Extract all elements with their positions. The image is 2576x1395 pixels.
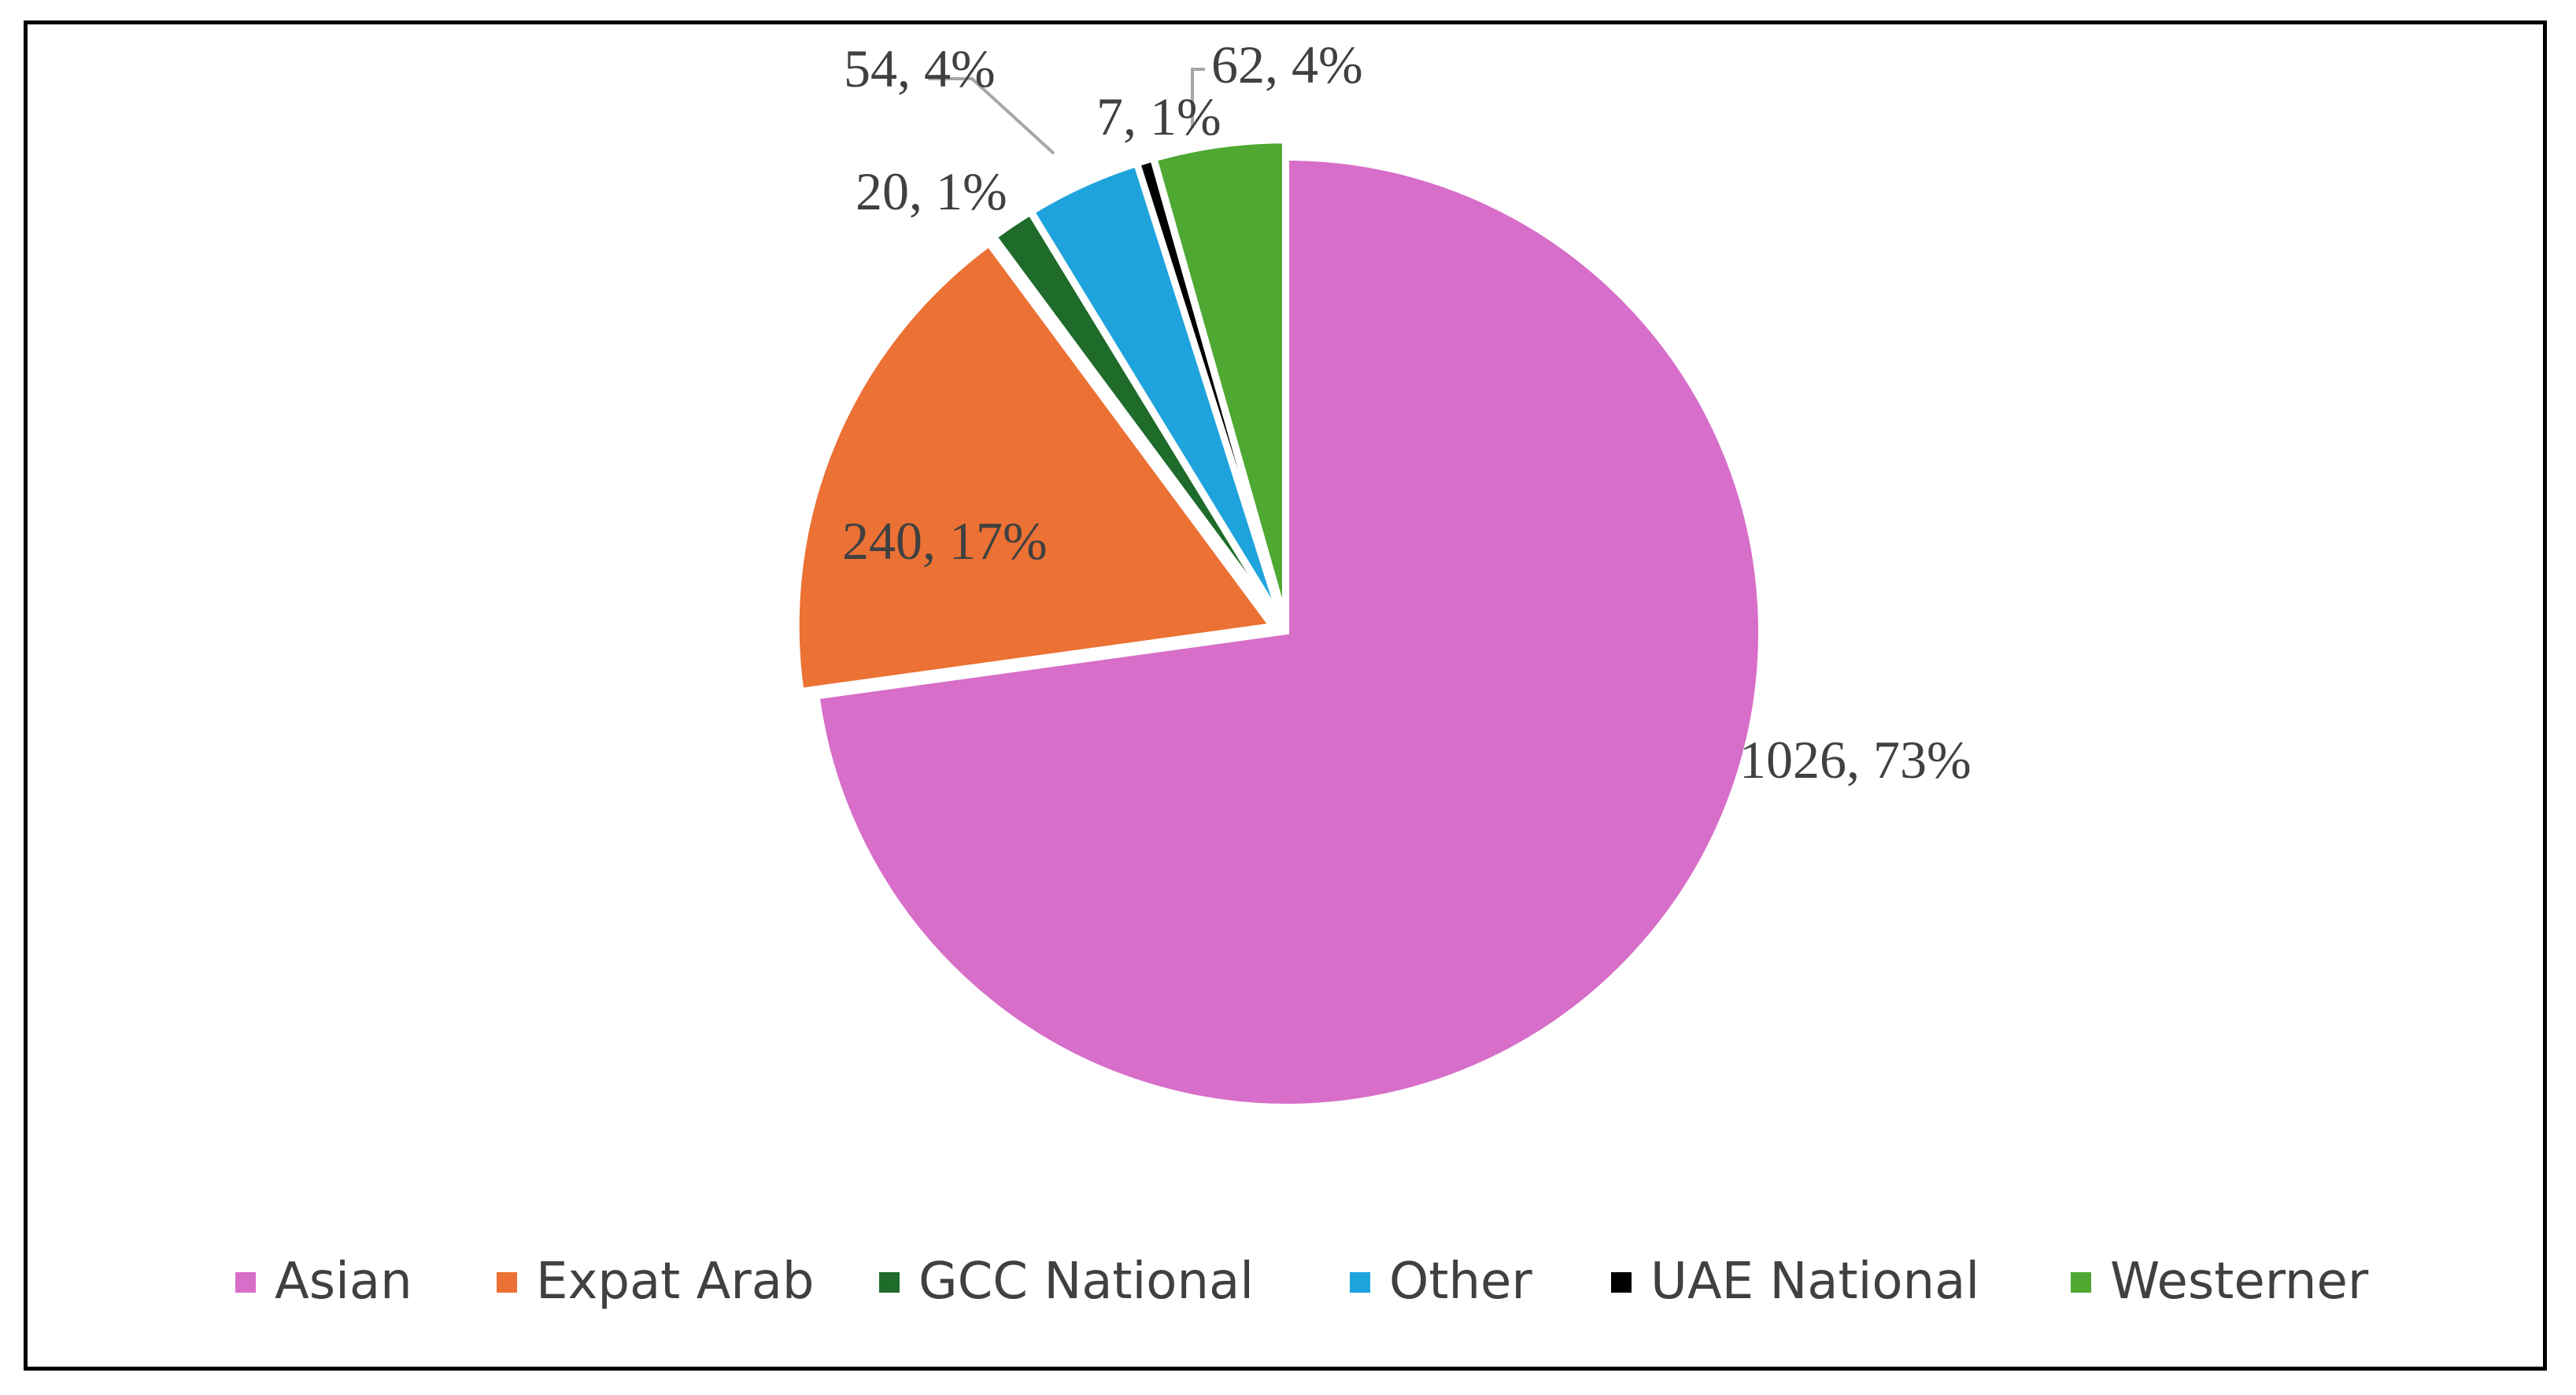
legend-swatch-asian: [235, 1272, 256, 1293]
legend-label-uae-national: UAE National: [1650, 1253, 1979, 1311]
slice-expat-arab: [794, 241, 1276, 694]
legend: Asian Expat Arab GCC National Other UAE Nati…: [235, 1253, 2369, 1311]
data-label-asian: 1026, 73%: [1739, 730, 1972, 790]
leader-line-westerner: [1191, 68, 1205, 128]
legend-swatch-gcc-national: [879, 1272, 900, 1293]
legend-item-westerner: Westerner: [2071, 1253, 2369, 1311]
slice-other: [1029, 161, 1282, 618]
pie-slices: [794, 139, 1763, 1108]
chart-frame: 1026, 73% 240, 17% 20, 1% 54, 4% 7, 1% 62, 4%…: [24, 20, 2547, 1371]
legend-swatch-other: [1350, 1272, 1370, 1293]
legend-item-other: Other: [1350, 1253, 1532, 1311]
legend-label-expat-arab: Expat Arab: [536, 1253, 815, 1311]
slice-uae-national: [1135, 157, 1284, 616]
data-label-other: 54, 4%: [844, 39, 996, 98]
leader-line-other: [928, 77, 1055, 155]
slice-gcc-national: [992, 209, 1280, 620]
data-labels: 1026, 73% 240, 17% 20, 1% 54, 4% 7, 1%62, 4%: [842, 35, 1972, 790]
pie-chart: 1026, 73% 240, 17% 20, 1% 54, 4% 7, 1%62, 4%…: [235, 35, 2369, 1311]
legend-label-westerner: Westerner: [2110, 1253, 2369, 1311]
legend-item-uae-national: UAE National: [1611, 1253, 1979, 1311]
leader-lines: [928, 68, 1205, 155]
slice-asian: [815, 155, 1763, 1108]
legend-label-other: Other: [1389, 1253, 1532, 1311]
legend-swatch-westerner: [2071, 1272, 2091, 1293]
legend-swatch-uae-national: [1611, 1272, 1632, 1293]
data-label-uae-national: 7, 1%: [1096, 87, 1221, 146]
legend-item-gcc-national: GCC National: [879, 1253, 1254, 1311]
data-label-expat-arab: 240, 17%: [842, 511, 1048, 571]
legend-item-expat-arab: Expat Arab: [497, 1253, 815, 1311]
data-label-gcc-national: 20, 1%: [856, 161, 1007, 221]
legend-swatch-expat-arab: [497, 1272, 517, 1293]
legend-label-gcc-national: GCC National: [918, 1253, 1254, 1311]
data-label-westerner: 62, 4%: [1211, 35, 1363, 94]
legend-label-asian: Asian: [275, 1253, 412, 1311]
legend-item-asian: Asian: [235, 1253, 412, 1311]
slice-westerner: [1151, 139, 1287, 616]
